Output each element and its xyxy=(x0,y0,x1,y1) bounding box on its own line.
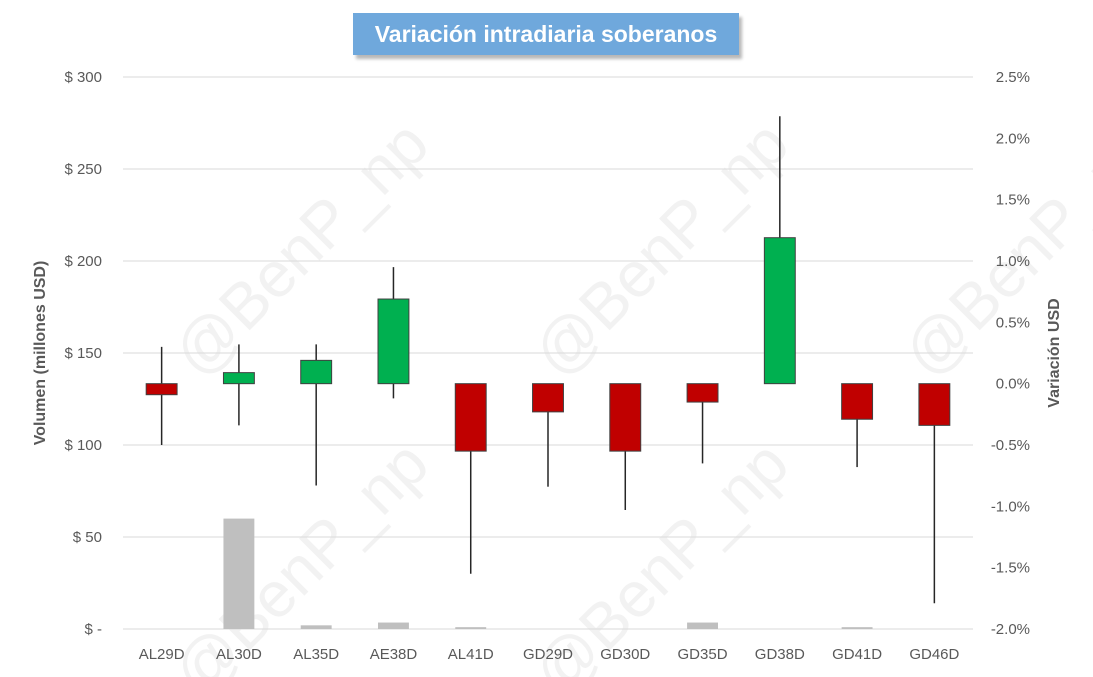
left-axis-ticks: $ - $ 50 $ 100 $ 150 $ 200 $ 250 $ 300 xyxy=(64,69,102,638)
right-tick-label: -1.0% xyxy=(991,498,1030,515)
candle-body xyxy=(454,383,487,452)
chart-title: Variación intradiaria soberanos xyxy=(353,13,739,55)
candle-body xyxy=(377,298,410,385)
x-tick-label: GD38D xyxy=(755,646,805,663)
x-tick-label: AL30D xyxy=(216,646,262,663)
volume-bars xyxy=(223,518,873,629)
left-tick-label: $ 150 xyxy=(64,345,102,362)
volume-bar xyxy=(687,622,718,629)
candle-body xyxy=(222,372,255,385)
candle-body xyxy=(609,383,642,452)
right-tick-label: 1.5% xyxy=(996,192,1030,209)
left-tick-label: $ 50 xyxy=(73,529,102,546)
volume-bar xyxy=(223,518,255,629)
right-tick-label: 1.0% xyxy=(996,253,1030,270)
left-axis-title: Volumen (millones USD) xyxy=(32,261,49,446)
watermark-text: @BenP_np xyxy=(519,427,802,677)
watermark-text: @BenP_np xyxy=(519,107,802,390)
candle-body xyxy=(532,383,564,413)
right-tick-label: 0.5% xyxy=(996,314,1030,331)
right-tick-label: -2.0% xyxy=(991,621,1030,638)
right-axis-ticks: -2.0% -1.5% -1.0% -0.5% 0.0% 0.5% 1.0% 1.5% 2.0%… xyxy=(991,69,1030,638)
right-tick-label: -1.5% xyxy=(991,560,1030,577)
x-tick-label: GD30D xyxy=(600,646,650,663)
right-tick-label: 2.5% xyxy=(996,69,1030,86)
x-axis-ticks: AL29D AL30D AL35D AE38D AL41D GD29D GD30D GD35D… xyxy=(139,646,960,663)
candle-body xyxy=(686,383,719,403)
right-tick-label: 0.0% xyxy=(996,376,1030,393)
candle-body xyxy=(763,237,796,385)
left-tick-label: $ 300 xyxy=(64,69,102,86)
grid-layer xyxy=(123,76,973,630)
left-tick-label: $ 100 xyxy=(64,437,102,454)
x-tick-label: AE38D xyxy=(370,646,418,663)
x-tick-label: GD29D xyxy=(523,646,573,663)
x-tick-label: AL41D xyxy=(448,646,494,663)
volume-bar xyxy=(455,627,487,629)
right-tick-label: 2.0% xyxy=(996,130,1030,147)
left-tick-label: $ - xyxy=(84,621,102,638)
volume-bar xyxy=(841,627,873,629)
candle-body xyxy=(841,383,874,420)
watermark-text: @BenP_np xyxy=(159,427,442,677)
candle-body xyxy=(300,359,333,385)
left-tick-label: $ 250 xyxy=(64,161,102,178)
right-axis-title: Variación USD xyxy=(1046,298,1063,407)
x-tick-label: AL29D xyxy=(139,646,185,663)
x-tick-label: AL35D xyxy=(293,646,339,663)
candle-body xyxy=(145,383,178,396)
candles xyxy=(145,116,951,604)
left-tick-label: $ 200 xyxy=(64,253,102,270)
right-tick-label: -0.5% xyxy=(991,437,1030,454)
candle-body xyxy=(918,383,951,426)
volume-bar xyxy=(300,625,332,629)
x-tick-label: GD46D xyxy=(909,646,959,663)
volume-bar xyxy=(378,622,409,629)
x-tick-label: GD35D xyxy=(678,646,728,663)
x-tick-label: GD41D xyxy=(832,646,882,663)
